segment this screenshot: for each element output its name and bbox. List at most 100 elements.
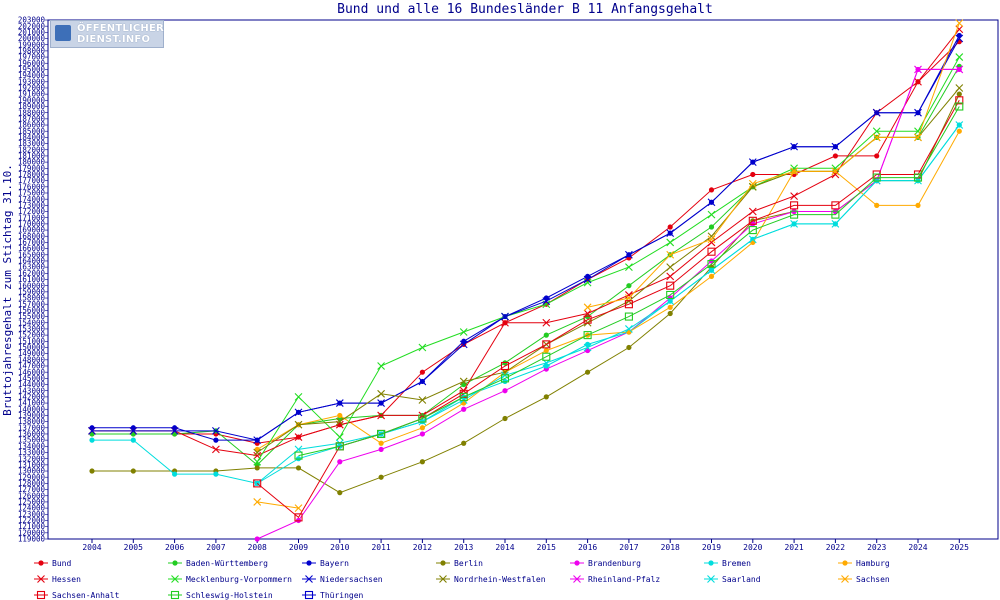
data-point [666,263,675,272]
y-tick-label: 186000 [18,121,46,130]
x-tick-label: 2019 [702,543,721,552]
data-point [831,167,840,176]
data-point [872,127,881,136]
data-point [790,164,798,173]
y-tick-label: 125000 [18,498,46,507]
data-point [337,490,343,496]
y-tick-label: 183000 [18,139,46,148]
y-tick-label: 187000 [18,114,46,123]
data-point [500,374,510,383]
legend-item: Saarland [704,575,761,584]
x-tick-label: 2016 [578,543,597,552]
data-point [502,415,508,422]
data-point [708,224,715,230]
series-line [257,501,299,509]
series-line [256,56,960,463]
legend-marker [439,575,447,583]
y-tick-label: 193000 [18,77,46,86]
data-point [253,448,262,457]
data-point [459,340,468,349]
data-point [956,128,962,134]
data-point [625,250,633,259]
data-point [790,167,798,176]
series-line [92,38,960,441]
series-2 [89,32,962,443]
y-tick-label: 152000 [18,331,46,340]
data-point [585,369,591,375]
data-point [955,96,964,105]
legend-label: Hessen [52,575,81,584]
y-tick-label: 126000 [18,491,46,500]
data-point [666,238,675,247]
data-point [543,347,549,354]
y-tick-label: 153000 [18,325,46,334]
y-tick-label: 154000 [18,318,46,327]
data-point [955,25,964,34]
x-tick-label: 2007 [206,543,225,552]
y-tick-label: 176000 [18,182,46,191]
y-tick-label: 166000 [18,244,46,253]
data-point [378,446,384,453]
y-tick-label: 147000 [18,362,46,371]
legend-marker [841,575,849,583]
data-point [626,344,632,351]
data-point [666,281,675,290]
series-15 [294,102,964,460]
y-tick-label: 146000 [18,368,46,377]
x-tick-label: 2008 [248,543,267,552]
legend-marker [574,560,580,566]
legend-label: Niedersachsen [320,575,383,584]
legend-label: Hamburg [856,559,890,568]
data-point [212,445,220,454]
data-point [624,300,633,309]
data-point [707,198,716,207]
y-tick-label: 124000 [18,504,46,513]
data-point [956,91,962,97]
data-point [378,440,384,446]
data-point [335,420,344,429]
data-point [955,65,964,74]
data-point [707,235,716,244]
data-point [790,210,799,219]
y-tick-label: 162000 [18,269,46,278]
y-tick-label: 180000 [18,158,46,167]
data-point [872,133,881,142]
y-tick-label: 123000 [18,510,46,519]
legend-label: Schleswig-Holstein [186,591,273,600]
x-tick-label: 2025 [950,543,969,552]
y-tick-label: 203000 [18,16,46,25]
data-point [418,414,427,423]
data-point [874,202,880,208]
data-point [831,164,840,173]
series-line [298,106,960,457]
y-tick-label: 199000 [18,40,46,49]
data-point [129,426,138,435]
data-point [625,325,633,333]
data-point [294,393,303,401]
y-tick-label: 181000 [18,152,46,161]
y-tick-label: 160000 [18,281,46,290]
data-point [253,457,262,466]
y-tick-label: 120000 [18,528,46,537]
y-tick-label: 143000 [18,386,46,395]
y-tick-label: 155000 [18,312,46,321]
logo-line1: ÖFFENTLICHER [77,23,164,34]
legend-label: Nordrhein-Westfalen [454,575,546,584]
data-point [583,331,592,340]
series-line [876,68,960,181]
y-tick-label: 156000 [18,306,46,315]
legend-item: Bund [34,559,71,568]
y-tick-label: 141000 [18,399,46,408]
data-point [667,310,673,317]
data-point [459,392,468,401]
y-axis-ticks: 1190001200001210001220001230001240001250… [18,16,48,544]
series-line [92,28,960,457]
data-point [914,127,922,136]
data-point [335,442,344,451]
x-tick-label: 2010 [330,543,349,552]
data-point [253,436,262,445]
legend-marker [573,575,581,583]
data-point [872,108,881,117]
y-tick-label: 167000 [18,238,46,247]
legend-item: Brandenburg [570,559,641,568]
